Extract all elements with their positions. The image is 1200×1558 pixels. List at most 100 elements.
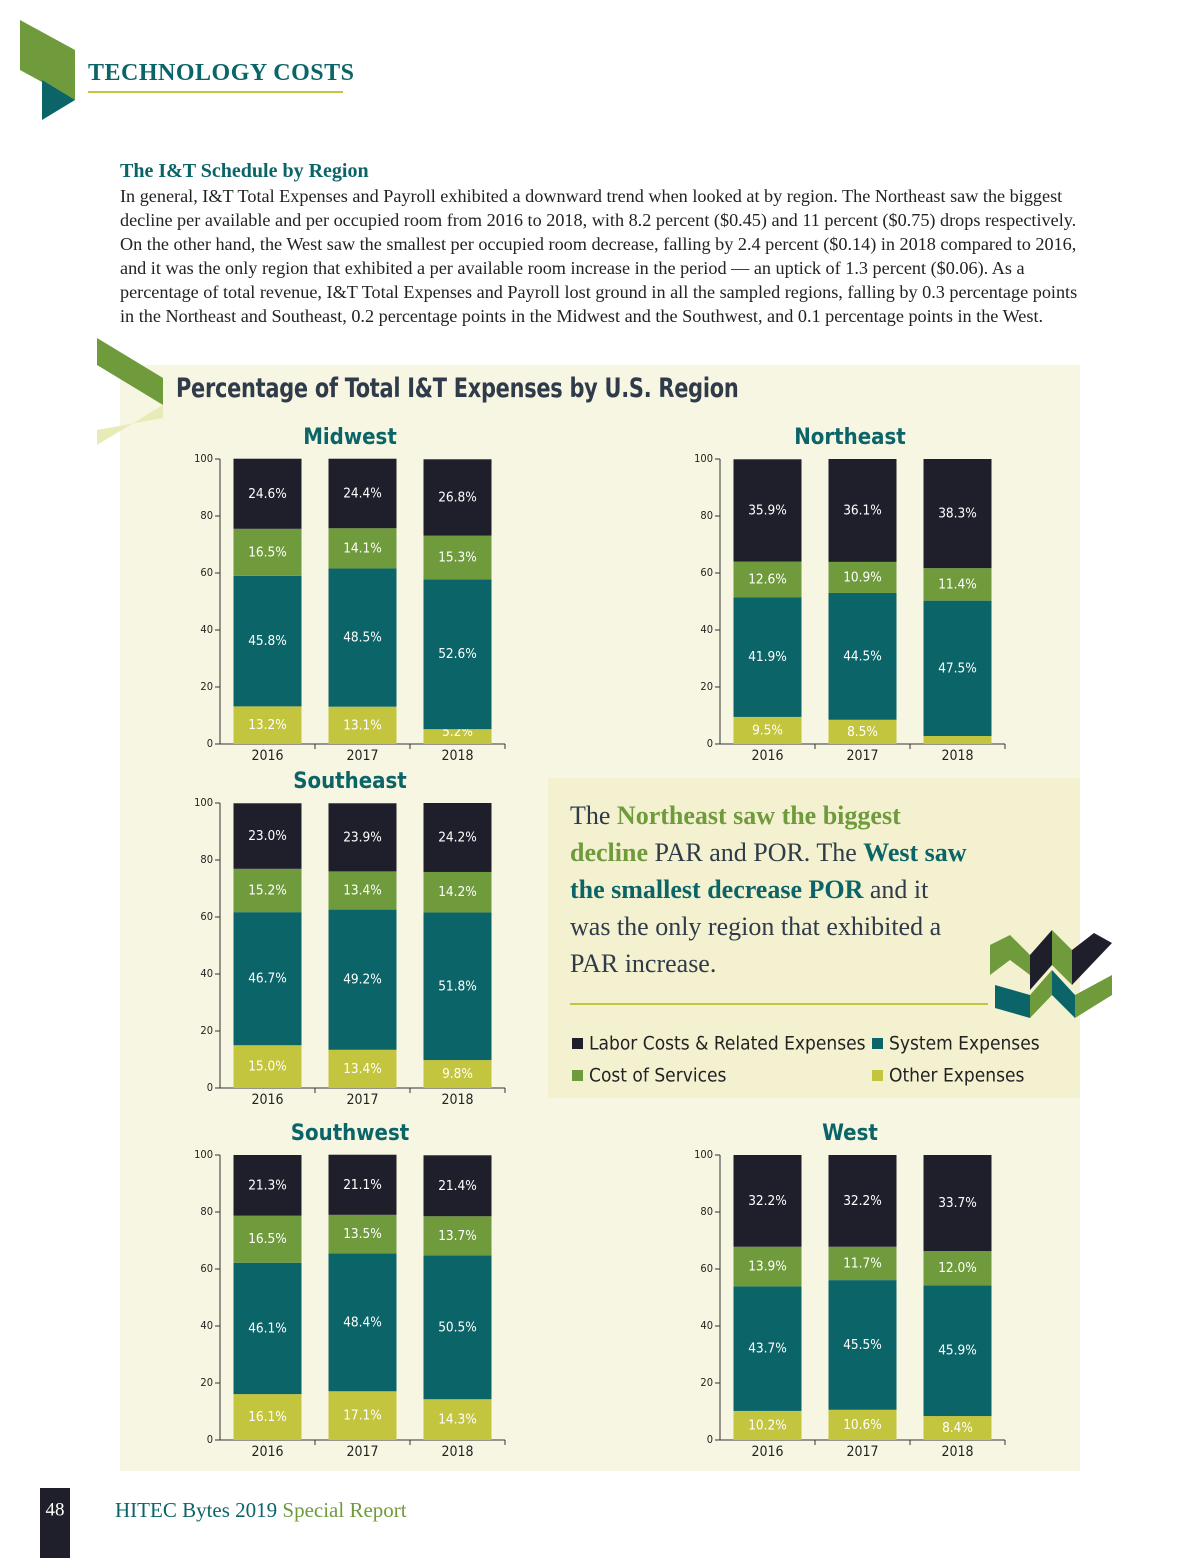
x-tick-label: 2016	[251, 1444, 283, 1460]
page-number: 48	[46, 1499, 65, 1520]
bar-segment	[328, 1391, 397, 1440]
value-label: 16.5%	[248, 1231, 287, 1247]
x-tick-label: 2017	[346, 748, 378, 764]
bar-segment	[423, 459, 492, 536]
value-label: 47.5%	[938, 660, 977, 676]
bar-segment	[423, 535, 492, 580]
bar-segment	[233, 528, 302, 576]
y-tick-label: 40	[200, 967, 213, 980]
bar-segment	[923, 459, 992, 569]
bar-segment	[233, 1394, 302, 1440]
value-label: 8.4%	[942, 1420, 973, 1436]
x-tick-label: 2017	[346, 1092, 378, 1108]
y-tick-label: 100	[694, 452, 713, 465]
value-label: 13.9%	[748, 1259, 787, 1275]
legend-swatch	[872, 1070, 883, 1081]
value-label: 9.5%	[752, 722, 783, 738]
value-label: 44.5%	[843, 648, 882, 664]
bar-segment	[828, 1155, 897, 1247]
deco	[990, 935, 1030, 975]
bar-segment	[733, 561, 802, 598]
value-label: 13.1%	[343, 717, 382, 733]
value-label: 23.9%	[343, 829, 382, 845]
legend-swatch	[572, 1038, 583, 1049]
deco	[1030, 930, 1052, 990]
value-label: 45.9%	[938, 1343, 977, 1359]
deco	[1072, 933, 1112, 985]
value-label: 36.1%	[843, 502, 882, 518]
value-label: 43.7%	[748, 1341, 787, 1357]
callout: The Northeast saw the biggest decline PA…	[570, 797, 970, 982]
x-tick-label: 2018	[441, 748, 473, 764]
bar-segment	[733, 1155, 802, 1247]
bar-segment	[923, 1251, 992, 1286]
y-tick-label: 20	[700, 1376, 713, 1389]
chevron	[97, 338, 163, 405]
value-label: 49.2%	[343, 972, 382, 988]
value-label: 32.2%	[748, 1193, 787, 1209]
value-label: 48.4%	[343, 1314, 382, 1330]
x-tick-label: 2017	[846, 1444, 878, 1460]
y-tick-label: 20	[200, 680, 213, 693]
legend-swatch	[872, 1038, 883, 1049]
deco	[995, 985, 1030, 1018]
value-label: 10.9%	[843, 569, 882, 585]
value-label: 21.4%	[438, 1178, 477, 1194]
value-label: 46.1%	[248, 1320, 287, 1336]
body-text: In general, I&T Total Expenses and Payro…	[120, 186, 1078, 326]
bar-segment	[328, 909, 397, 1050]
value-label: 13.2%	[248, 717, 287, 733]
value-label: 48.5%	[343, 630, 382, 646]
x-tick-label: 2017	[346, 1444, 378, 1460]
y-tick-label: 60	[700, 566, 713, 579]
value-label: 26.8%	[438, 489, 477, 505]
value-label: 41.9%	[748, 649, 787, 665]
bar-segment	[923, 600, 992, 737]
chart-title: Southwest	[291, 1121, 410, 1146]
y-tick-label: 0	[707, 737, 713, 750]
chevron	[20, 20, 75, 100]
section-label: TECHNOLOGY COSTS	[88, 60, 355, 86]
x-tick-label: 2018	[941, 1444, 973, 1460]
bar-segment	[423, 1060, 492, 1088]
value-label: 11.7%	[843, 1255, 882, 1271]
deco	[1030, 970, 1052, 1018]
legend-label: Labor Costs & Related Expenses	[589, 1033, 866, 1055]
legend-label: Other Expenses	[889, 1065, 1025, 1087]
callout-segment: Northeast saw the biggest decline	[570, 801, 901, 867]
chart-title: Southeast	[293, 769, 407, 794]
x-tick-label: 2017	[846, 748, 878, 764]
y-tick-label: 80	[200, 853, 213, 866]
value-label: 10.6%	[843, 1417, 882, 1433]
value-label: 13.5%	[343, 1226, 382, 1242]
bar-segment	[423, 871, 492, 913]
y-tick-label: 80	[700, 1205, 713, 1218]
bar-segment	[923, 1155, 992, 1252]
value-label: 15.3%	[438, 549, 477, 565]
x-tick-label: 2018	[941, 748, 973, 764]
value-label: 45.8%	[248, 633, 287, 649]
value-label: 8.5%	[847, 724, 878, 740]
value-label: 14.2%	[438, 884, 477, 900]
value-label: 52.6%	[438, 646, 477, 662]
legend-label: Cost of Services	[589, 1065, 727, 1087]
bar-segment	[923, 1285, 992, 1417]
y-tick-label: 20	[200, 1376, 213, 1389]
y-tick-label: 0	[207, 1433, 213, 1446]
bar-segment	[233, 912, 302, 1046]
bar-segment	[328, 1214, 397, 1254]
bar-segment	[828, 1409, 897, 1440]
chevron	[97, 405, 163, 445]
x-tick-label: 2016	[751, 1444, 783, 1460]
bar-segment	[328, 528, 397, 569]
bar-segment	[328, 871, 397, 910]
value-label: 16.5%	[248, 544, 287, 560]
x-tick-label: 2016	[751, 748, 783, 764]
value-label: 10.2%	[748, 1417, 787, 1433]
value-label: 9.8%	[442, 1066, 473, 1082]
y-tick-label: 80	[200, 1205, 213, 1218]
bar-segment	[233, 1045, 302, 1088]
callout-segment: West saw the smallest decrease POR	[570, 838, 967, 904]
bar-segment	[828, 592, 897, 720]
heading: The I&T Schedule by Region	[120, 160, 369, 182]
